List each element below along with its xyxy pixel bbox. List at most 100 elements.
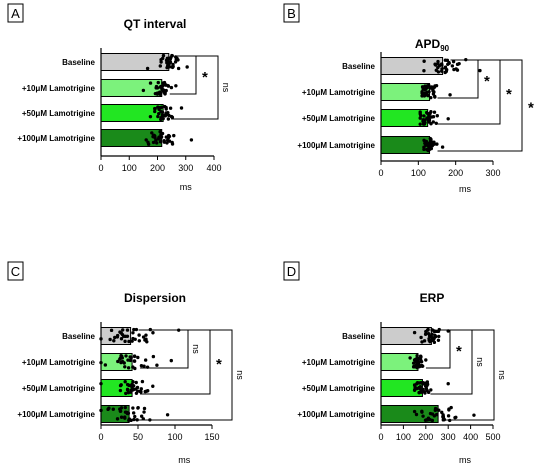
data-point (433, 333, 437, 338)
data-point (108, 337, 112, 342)
data-point (423, 87, 427, 92)
data-point (412, 358, 417, 362)
significance-ns: ns (475, 357, 485, 367)
data-point (151, 384, 155, 388)
data-point (426, 147, 431, 152)
data-point (162, 90, 166, 94)
data-point (429, 146, 434, 151)
data-point (432, 329, 437, 334)
data-point (145, 66, 150, 71)
data-point (163, 113, 167, 117)
data-point (132, 354, 137, 359)
data-point (446, 62, 450, 66)
data-point (159, 57, 163, 62)
data-point (174, 55, 178, 59)
x-tick-label: 100 (122, 163, 137, 173)
data-point (119, 415, 124, 419)
data-point (166, 133, 171, 138)
data-point (134, 327, 139, 332)
bar (380, 57, 444, 75)
x-tick-label: 0 (98, 163, 103, 173)
x-tick-label: 300 (178, 163, 193, 173)
data-point (125, 328, 130, 332)
data-point (169, 85, 174, 90)
x-tick-label: 500 (485, 432, 500, 442)
data-point (143, 358, 148, 362)
data-point (440, 69, 444, 73)
data-point (450, 64, 455, 68)
data-point (431, 114, 436, 119)
data-point (170, 53, 174, 58)
data-point (423, 418, 428, 422)
data-point (146, 142, 151, 146)
data-point (168, 57, 172, 61)
category-label: +10μM Lamotrigine (22, 358, 96, 367)
data-point (172, 133, 176, 138)
data-point (419, 355, 423, 359)
data-point (448, 93, 452, 97)
data-point (424, 139, 429, 144)
x-tick-label: 200 (448, 168, 463, 178)
significance-bracket (439, 329, 495, 421)
data-point (433, 95, 437, 99)
data-point (155, 86, 160, 90)
data-point (426, 390, 431, 395)
bar (100, 104, 164, 122)
data-point (158, 130, 162, 134)
data-point (411, 365, 416, 369)
data-point (128, 355, 132, 359)
data-point (151, 140, 156, 145)
data-point (159, 135, 164, 139)
data-point (158, 140, 163, 144)
chart-title-text: QT interval (124, 17, 187, 31)
data-point (161, 53, 166, 58)
data-point (127, 418, 131, 423)
data-point (160, 110, 165, 114)
data-point (447, 407, 451, 411)
data-point (423, 391, 427, 395)
data-point (431, 141, 435, 145)
data-point (139, 363, 144, 368)
data-point (422, 339, 427, 343)
data-point (157, 107, 161, 112)
data-point (440, 145, 445, 149)
data-point (162, 139, 166, 143)
data-point (126, 366, 131, 370)
data-point (121, 328, 125, 332)
data-point (418, 122, 422, 126)
category-label: +50μM Lamotrigine (302, 114, 376, 123)
category-label: +10μM Lamotrigine (302, 88, 376, 97)
data-point (125, 411, 130, 416)
data-point (153, 109, 157, 114)
x-tick-label: 400 (463, 432, 478, 442)
panel-label-box (7, 3, 24, 23)
data-point (420, 364, 425, 368)
significance-star: * (456, 343, 462, 360)
data-point (116, 359, 120, 364)
data-point (161, 116, 165, 121)
data-point (136, 355, 140, 360)
data-point (169, 358, 173, 363)
data-point (420, 409, 424, 413)
data-point (433, 63, 438, 67)
panel-label: B (287, 6, 296, 21)
data-point (440, 410, 444, 415)
data-point (118, 409, 123, 413)
data-point (103, 363, 108, 367)
data-point (421, 414, 425, 418)
data-point (434, 412, 439, 417)
data-point (433, 84, 437, 88)
chart-title-subscript: 90 (440, 44, 449, 53)
data-point (415, 354, 419, 358)
data-point (136, 406, 140, 410)
data-point (151, 354, 156, 359)
category-label: +10μM Lamotrigine (302, 358, 376, 367)
x-tick-label: 100 (396, 432, 411, 442)
data-point (429, 137, 433, 142)
data-point (436, 338, 441, 342)
data-point (115, 417, 120, 421)
data-point (132, 359, 137, 363)
data-point (426, 93, 430, 98)
data-point (420, 91, 424, 95)
